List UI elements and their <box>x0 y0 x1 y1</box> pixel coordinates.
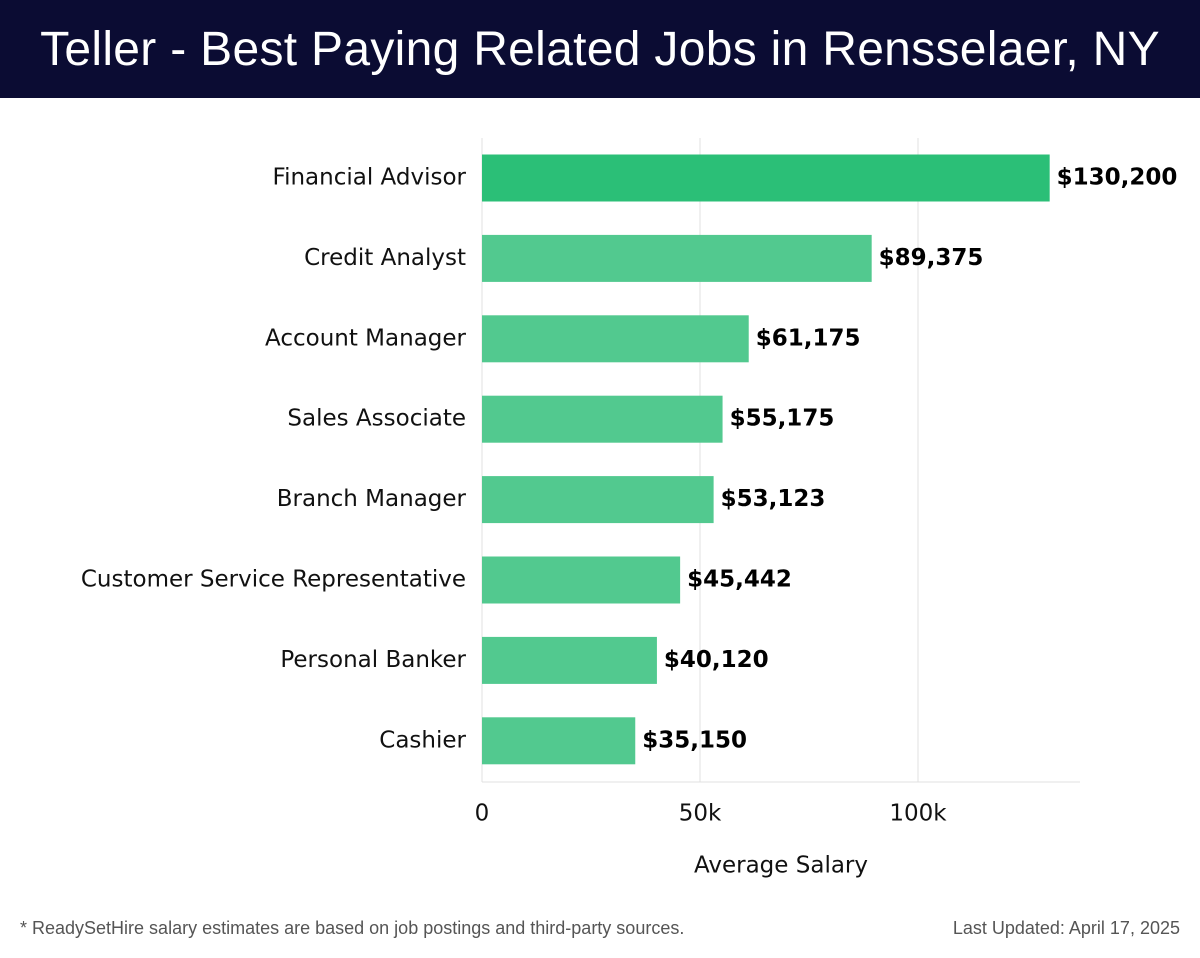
value-label: $45,442 <box>687 567 792 593</box>
category-label: Credit Analyst <box>304 245 466 271</box>
last-updated: Last Updated: April 17, 2025 <box>952 918 1180 938</box>
bar <box>482 154 1050 202</box>
category-label: Cashier <box>379 727 466 753</box>
value-label: $61,175 <box>756 325 861 351</box>
x-tick-label: 50k <box>679 801 722 827</box>
category-label: Financial Advisor <box>273 165 467 191</box>
category-label: Sales Associate <box>287 406 466 432</box>
chart-title: Teller - Best Paying Related Jobs in Ren… <box>40 22 1160 76</box>
x-tick-label: 100k <box>889 801 947 827</box>
bar <box>482 476 714 524</box>
x-axis-title: Average Salary <box>694 853 868 879</box>
value-label: $35,150 <box>642 727 747 753</box>
bar <box>482 556 681 604</box>
value-label: $40,120 <box>664 647 769 673</box>
footnote: * ReadySetHire salary estimates are base… <box>20 918 685 938</box>
bar <box>482 315 749 363</box>
value-label: $53,123 <box>721 486 826 512</box>
header-banner: Teller - Best Paying Related Jobs in Ren… <box>0 0 1200 98</box>
value-label: $89,375 <box>879 245 984 271</box>
bar <box>482 395 723 443</box>
value-label: $55,175 <box>730 406 835 432</box>
category-label: Branch Manager <box>277 486 467 512</box>
bar <box>482 636 657 684</box>
category-label: Personal Banker <box>280 647 466 673</box>
x-tick-label: 0 <box>475 801 490 827</box>
value-label: $130,200 <box>1057 165 1178 191</box>
bar <box>482 234 872 282</box>
category-label: Customer Service Representative <box>81 567 466 593</box>
bar-chart: Financial Advisor $130,200 Credit Analyst $… <box>81 138 1178 879</box>
bar <box>482 717 636 765</box>
category-label: Account Manager <box>265 325 467 351</box>
